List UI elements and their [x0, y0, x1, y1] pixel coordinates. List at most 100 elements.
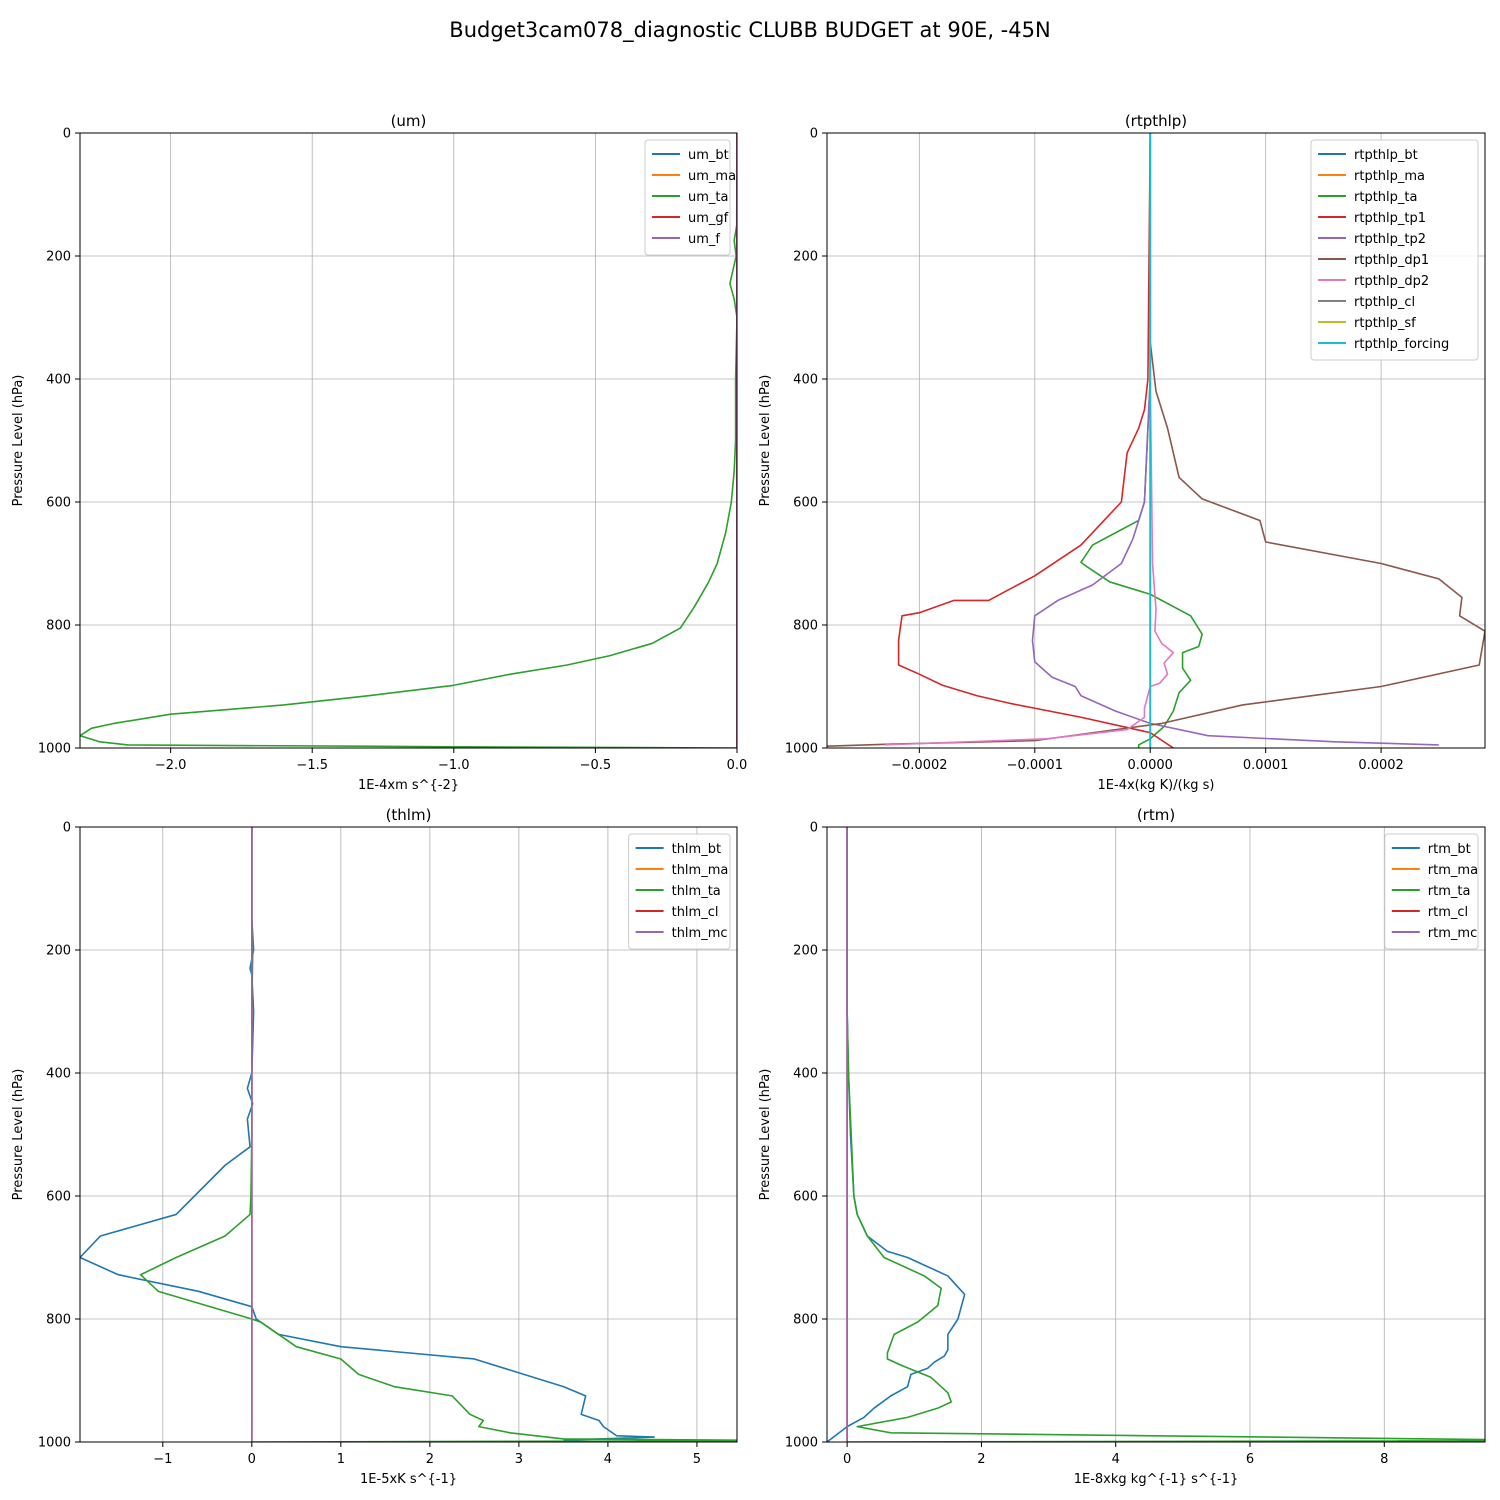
x-tick-label: 0	[248, 1452, 256, 1467]
x-axis-label: 1E-8xkg kg^{-1} s^{-1}	[1074, 1472, 1239, 1487]
x-tick-label: 0.0000	[1127, 758, 1173, 773]
series-line-rtpthlp_dp2	[884, 133, 1175, 746]
x-tick-label: 0.0	[727, 758, 748, 773]
legend-label: rtm_cl	[1428, 905, 1468, 920]
legend-label: um_gf	[688, 211, 729, 226]
x-axis-label: 1E-4x(kg K)/(kg s)	[1098, 778, 1215, 793]
y-tick-label: 1000	[38, 1436, 71, 1451]
y-axis-label: Pressure Level (hPa)	[11, 375, 26, 507]
subplot-rtm: 0 2 4 6 8 0 200 400 600 800 1000 (rtm) 1E-8xkg kg^{-…	[758, 806, 1486, 1487]
y-tick-label: 200	[793, 944, 818, 959]
legend-label: rtpthlp_sf	[1354, 316, 1416, 331]
legend-box	[628, 833, 731, 950]
x-tick-label: −0.0001	[1007, 758, 1063, 773]
y-axis-label: Pressure Level (hPa)	[758, 1069, 773, 1201]
x-tick-label: 8	[1380, 1452, 1388, 1467]
legend-box	[644, 139, 731, 256]
subplot-title: (thlm)	[386, 806, 432, 824]
legend-label: rtpthlp_forcing	[1354, 337, 1449, 352]
y-tick-label: 1000	[785, 742, 818, 757]
y-tick-label: 0	[810, 821, 818, 836]
legend-label: rtpthlp_ta	[1354, 190, 1417, 205]
legend-label: thlm_cl	[672, 905, 719, 920]
x-tick-label: 2	[426, 1452, 434, 1467]
legend-label: thlm_bt	[672, 842, 721, 857]
y-tick-label: 1000	[785, 1436, 818, 1451]
axes-frame	[79, 826, 738, 1443]
legend-label: rtpthlp_cl	[1354, 295, 1415, 310]
y-tick-label: 200	[46, 944, 71, 959]
series-line-um_ta	[80, 133, 737, 748]
y-tick-label: 800	[46, 1313, 71, 1328]
x-tick-label: −1	[153, 1452, 172, 1467]
x-tick-label: 4	[604, 1452, 612, 1467]
series-line-rtpthlp_dp1	[827, 133, 1485, 747]
x-tick-label: 2	[977, 1452, 985, 1467]
x-tick-label: −1.0	[438, 758, 470, 773]
subplot-title: (um)	[391, 112, 427, 130]
legend-label: rtpthlp_bt	[1354, 148, 1418, 163]
legend: rtpthlp_bt rtpthlp_ma rtpthlp_ta rtpthlp_tp…	[1310, 139, 1479, 361]
legend-label: rtm_bt	[1428, 842, 1471, 857]
subplot-thlm: −1 0 1 2 3 4 5 0 200 400 600 800 1000 (thlm) 1E-5xK s^…	[11, 806, 738, 1487]
y-tick-label: 400	[793, 1067, 818, 1082]
x-tick-label: 5	[693, 1452, 701, 1467]
x-axis-label: 1E-5xK s^{-1}	[360, 1472, 457, 1487]
x-tick-label: −2.0	[155, 758, 187, 773]
y-tick-label: 600	[46, 1190, 71, 1205]
x-tick-label: 0.0002	[1358, 758, 1404, 773]
legend: thlm_bt thlm_ma thlm_ta thlm_cl thlm_mc	[628, 833, 731, 950]
y-axis-label: Pressure Level (hPa)	[758, 375, 773, 507]
legend-label: rtpthlp_ma	[1354, 169, 1425, 184]
y-tick-label: 400	[793, 373, 818, 388]
subplot-title: (rtm)	[1137, 806, 1175, 824]
series-group	[827, 827, 1485, 1442]
y-tick-label: 800	[793, 619, 818, 634]
x-tick-label: 0.0001	[1243, 758, 1289, 773]
series-line-rtpthlp_tp1	[897, 133, 1174, 748]
y-axis-label: Pressure Level (hPa)	[11, 1069, 26, 1201]
y-tick-label: 0	[810, 127, 818, 142]
legend-label: rtm_ta	[1428, 884, 1471, 899]
x-tick-label: 4	[1112, 1452, 1120, 1467]
legend-label: rtpthlp_tp2	[1354, 232, 1426, 247]
axes-frame	[826, 826, 1486, 1443]
y-tick-label: 0	[63, 821, 71, 836]
y-tick-label: 0	[63, 127, 71, 142]
figure-title: Budget3cam078_diagnostic CLUBB BUDGET at…	[449, 18, 1050, 43]
series-line-thlm_bt	[80, 827, 656, 1441]
y-tick-label: 600	[46, 496, 71, 511]
legend-label: rtpthlp_dp2	[1354, 274, 1429, 289]
x-axis-label: 1E-4xm s^{-2}	[358, 778, 459, 793]
y-tick-label: 400	[46, 373, 71, 388]
legend-label: um_ma	[688, 169, 736, 184]
y-tick-label: 1000	[38, 742, 71, 757]
legend-label: thlm_mc	[672, 926, 728, 941]
axes-frame	[826, 132, 1486, 749]
x-tick-label: 1	[337, 1452, 345, 1467]
legend-label: rtpthlp_tp1	[1354, 211, 1426, 226]
subplot-grid: −2.0 −1.5 −1.0 −0.5 0.002004006008001000(um)…	[11, 112, 1486, 1487]
x-tick-label: −1.5	[296, 758, 328, 773]
subplot-um: −2.0 −1.5 −1.0 −0.5 0.0 0 200 400 600 800 1000 (um)…	[11, 112, 747, 793]
y-tick-label: 600	[793, 1190, 818, 1205]
legend-label: um_ta	[688, 190, 728, 205]
x-tick-label: 6	[1246, 1452, 1254, 1467]
y-tick-label: 800	[793, 1313, 818, 1328]
y-tick-label: 200	[46, 250, 71, 265]
x-tick-label: −0.0002	[891, 758, 947, 773]
x-tick-label: 0	[843, 1452, 851, 1467]
y-tick-label: 200	[793, 250, 818, 265]
axes-frame	[79, 132, 738, 749]
legend-label: thlm_ma	[672, 863, 729, 878]
x-tick-label: −0.5	[580, 758, 612, 773]
legend-box	[1310, 139, 1479, 361]
legend: um_bt um_ma um_ta um_gf um_f	[644, 139, 736, 256]
legend-label: rtm_mc	[1428, 926, 1477, 941]
legend-label: rtm_ma	[1428, 863, 1478, 878]
subplot-title: (rtpthlp)	[1125, 112, 1187, 130]
legend-label: um_bt	[688, 148, 729, 163]
series-group	[827, 133, 1485, 748]
